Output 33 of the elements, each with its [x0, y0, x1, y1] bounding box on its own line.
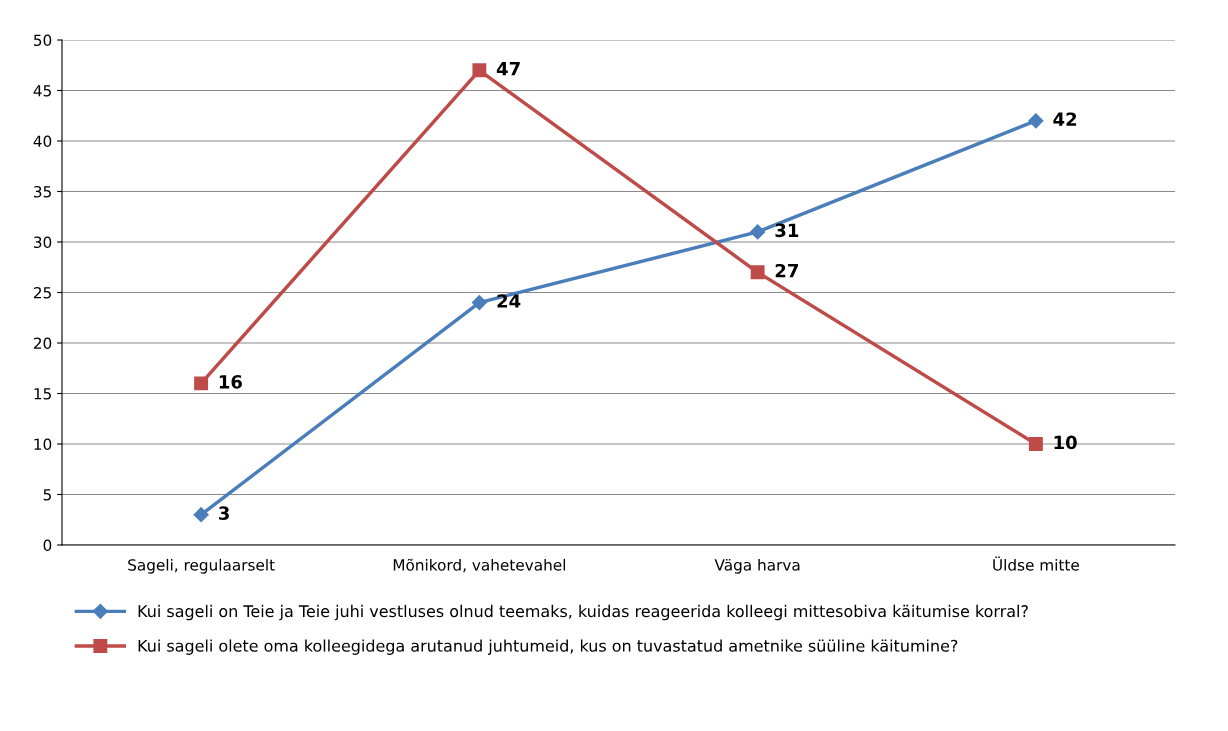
y-tick-label: 30 — [34, 236, 52, 249]
y-tick-label: 35 — [34, 185, 51, 198]
data-label: 24 — [497, 294, 521, 308]
data-label: 16 — [219, 375, 242, 389]
point — [1028, 113, 1044, 129]
y-tick-label: 25 — [33, 286, 51, 299]
data-label: 31 — [775, 223, 799, 238]
y-tick-label: 50 — [34, 34, 52, 47]
data-label: 47 — [496, 62, 520, 76]
y-tick-label: 0 — [43, 539, 52, 552]
point — [194, 376, 209, 391]
legend-label: Kui sageli on Teie ja Teie juhi vestluses olnud teemaks, kuidas reageerida kolleegi mittesobiva käitumise korral? — [138, 604, 1028, 621]
y-tick-label: 20 — [33, 337, 52, 350]
y-tick-label: 10 — [34, 438, 52, 451]
x-tick-label: Sageli, regulaarselt — [128, 558, 275, 574]
x-tick-label: Väga harva — [714, 558, 800, 574]
legend-label: Kui sageli olete oma kolleegidega arutanud juhtumeid, kus on tuvastatud ametnike süüline käitumine? — [138, 639, 958, 655]
data-label: 3 — [219, 506, 229, 520]
x-tick-label: Üldse mitte — [993, 556, 1079, 571]
y-tick-label: 5 — [43, 489, 51, 501]
data-label: 27 — [775, 263, 798, 278]
x-tick-label: Mõnikord, vahetevahel — [393, 558, 565, 573]
y-tick-label: 45 — [33, 85, 51, 97]
data-label: 42 — [1053, 112, 1077, 126]
y-tick-label: 15 — [34, 388, 51, 400]
point — [750, 265, 765, 280]
data-label: 10 — [1054, 435, 1077, 450]
point — [750, 224, 766, 240]
point — [193, 507, 209, 523]
point — [471, 295, 487, 311]
y-tick-label: 40 — [33, 135, 52, 148]
point — [472, 63, 487, 78]
point — [1028, 437, 1043, 451]
